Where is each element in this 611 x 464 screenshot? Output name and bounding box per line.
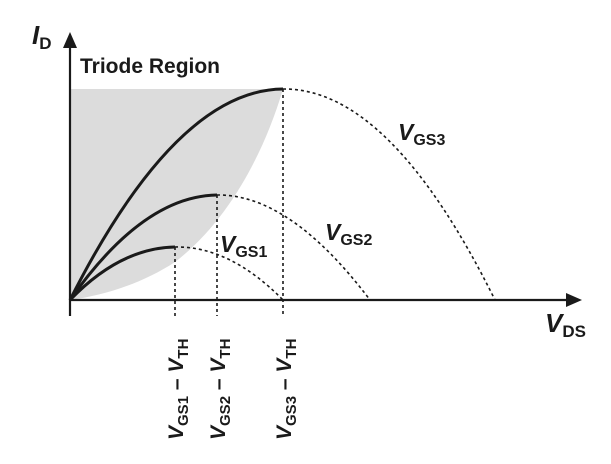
tick-label-vgs2-minus-vth: VGS2 – VTH: [207, 339, 234, 440]
x-axis-arrowhead: [566, 293, 582, 307]
curve-vgs2-dashed: [216, 194, 371, 301]
curve-label-vgs1: VGS1: [220, 231, 267, 261]
triode-region-label: Triode Region: [80, 55, 220, 78]
curve-vgs2-triode: [68, 193, 218, 301]
curve-vgs3-triode: [68, 87, 284, 301]
y-axis-label: ID: [32, 20, 52, 53]
y-axis-arrowhead: [63, 32, 77, 48]
curve-label-vgs3: VGS3: [398, 119, 445, 149]
tick-label-vgs3-minus-vth: VGS3 – VTH: [273, 339, 300, 440]
x-axis-label: VDS: [545, 308, 586, 341]
triode-region-shading: [70, 89, 283, 300]
curve-label-vgs2: VGS2: [325, 219, 372, 249]
curve-vgs3-dashed: [282, 88, 496, 301]
curve-vgs1-triode: [68, 245, 176, 302]
curve-vgs1-dashed: [174, 246, 284, 301]
tick-label-vgs1-minus-vth: VGS1 – VTH: [165, 339, 192, 440]
